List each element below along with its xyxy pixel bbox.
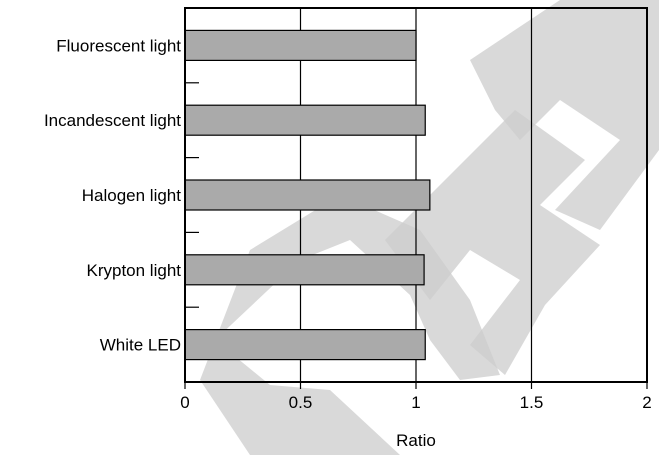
x-tick-label: 2: [642, 393, 651, 412]
x-tick-label: 0.5: [289, 393, 313, 412]
bar: [184, 254, 425, 286]
x-tick-label: 0: [180, 393, 189, 412]
bar: [184, 179, 431, 211]
category-label: Fluorescent light: [56, 36, 181, 55]
x-tick-label: 1.5: [520, 393, 544, 412]
category-label: Krypton light: [87, 261, 182, 280]
watermark-glyph-s: [385, 110, 600, 375]
bar: [184, 29, 417, 61]
bar: [184, 104, 426, 136]
category-label: Halogen light: [82, 186, 182, 205]
bar: [184, 329, 426, 361]
watermark-glyph-e: [470, 0, 659, 230]
category-label: Incandescent light: [44, 111, 181, 130]
plot-frame: [184, 7, 648, 383]
category-label: White LED: [100, 336, 181, 355]
x-tick-label: 1: [411, 393, 420, 412]
x-axis-title: Ratio: [396, 431, 436, 450]
